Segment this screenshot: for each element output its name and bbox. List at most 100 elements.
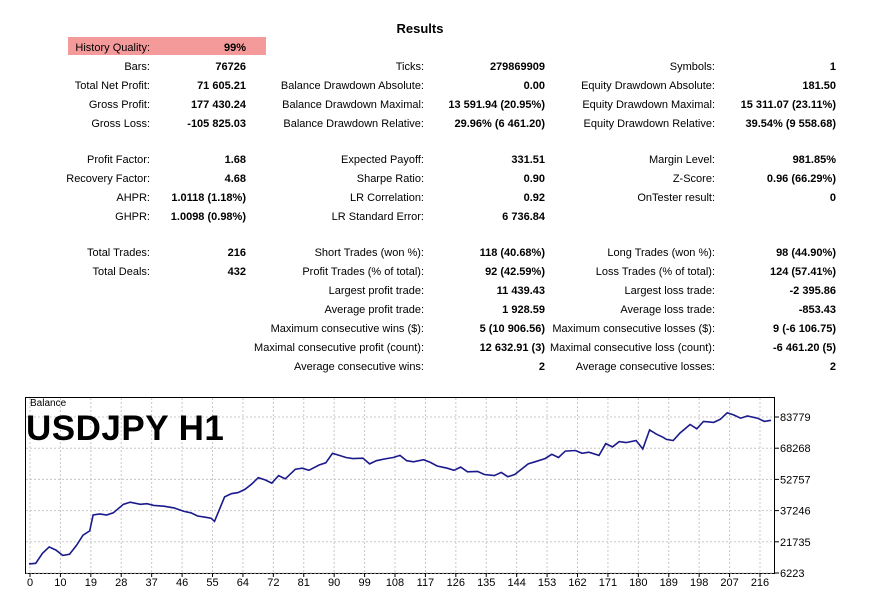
stat-label: Profit Factor: — [87, 154, 150, 166]
stat-label: Maximal consecutive loss (count): — [549, 342, 715, 354]
y-axis-ticks: 83779 68268 52757 37246 21735 6223 — [775, 412, 811, 580]
stat-label: Maximum consecutive losses ($): — [552, 323, 715, 335]
stat-value: 0.90 — [523, 173, 545, 185]
x-tick-label: 72 — [267, 577, 279, 589]
x-tick-label: 55 — [206, 577, 218, 589]
stat-value: 0.00 — [523, 80, 545, 92]
chart-name: Balance — [30, 398, 67, 409]
stat-label: Profit Trades (% of total): — [302, 266, 424, 278]
stat-label: Equity Drawdown Relative: — [583, 118, 715, 130]
stat-label: Symbols: — [669, 61, 715, 73]
stat-label: AHPR: — [116, 192, 150, 204]
stat-value: 12 632.91 (3) — [479, 342, 545, 354]
stat-label: Short Trades (won %): — [314, 247, 424, 259]
stat-label: Z-Score: — [672, 173, 715, 185]
x-tick-label: 207 — [720, 577, 738, 589]
stat-value: 981.85% — [792, 154, 836, 166]
y-tick-label: 83779 — [780, 412, 811, 424]
stat-value: 71 605.21 — [197, 80, 246, 92]
y-tick-label: 37246 — [780, 506, 811, 518]
x-tick-label: 10 — [54, 577, 66, 589]
stat-value: 432 — [227, 266, 246, 278]
x-tick-label: 64 — [237, 577, 249, 589]
y-tick-label: 52757 — [780, 474, 811, 486]
stat-value: 216 — [227, 247, 246, 259]
x-tick-label: 153 — [538, 577, 556, 589]
balance-series-line — [28, 411, 772, 565]
stat-label: Average consecutive wins: — [293, 361, 424, 373]
x-axis-ticks: 0 10 19 28 37 46 55 64 72 81 90 99 108 117 126 135 144 15… — [27, 573, 769, 589]
x-tick-label: 216 — [751, 577, 769, 589]
history-quality-value: 99% — [223, 42, 246, 54]
stat-value: 13 591.94 (20.95%) — [448, 99, 545, 111]
stat-value: 4.68 — [224, 173, 246, 185]
stat-label: LR Standard Error: — [331, 211, 424, 223]
stat-value: 5 (10 906.56) — [479, 323, 545, 335]
stat-label: Expected Payoff: — [341, 154, 424, 166]
stat-value: 92 (42.59%) — [485, 266, 545, 278]
x-tick-label: 37 — [146, 577, 158, 589]
stat-value: 0.96 (66.29%) — [766, 173, 836, 185]
history-quality-highlight — [68, 37, 266, 55]
stat-value: 15 311.07 (23.11%) — [740, 99, 836, 111]
stat-label: LR Correlation: — [350, 192, 424, 204]
x-tick-label: 46 — [176, 577, 188, 589]
history-quality-label: History Quality: — [75, 42, 150, 54]
stat-label: Average consecutive losses: — [575, 361, 715, 373]
stat-value: 6 736.84 — [502, 211, 545, 223]
stat-label: Equity Drawdown Maximal: — [582, 99, 715, 111]
stat-value: 279869909 — [489, 61, 545, 73]
stat-label: Recovery Factor: — [66, 173, 150, 185]
stat-label: Total Trades: — [87, 247, 150, 259]
stat-label: Total Net Profit: — [74, 80, 150, 92]
symbol-label: USDJPY H1 — [26, 409, 225, 448]
stat-value: 9 (-6 106.75) — [773, 323, 836, 335]
stat-label: OnTester result: — [637, 192, 715, 204]
stat-label: Sharpe Ratio: — [356, 173, 424, 185]
stat-value: 2 — [538, 361, 545, 373]
y-tick-label: 68268 — [780, 443, 811, 455]
x-tick-label: 162 — [568, 577, 586, 589]
stat-value: 29.96% (6 461.20) — [454, 118, 545, 130]
stat-value: 39.54% (9 558.68) — [745, 118, 836, 130]
stat-value: 1.68 — [224, 154, 246, 166]
stat-value: 0 — [829, 192, 836, 204]
y-tick-label: 21735 — [780, 537, 811, 549]
stat-label: Long Trades (won %): — [607, 247, 715, 259]
stat-value: 1 — [829, 61, 836, 73]
stat-value: 177 430.24 — [190, 99, 246, 111]
stat-value: 98 (44.90%) — [776, 247, 836, 259]
stat-value: 2 — [829, 361, 836, 373]
stat-label: Bars: — [124, 61, 150, 73]
stat-value: 124 (57.41%) — [769, 266, 836, 278]
x-tick-label: 180 — [629, 577, 647, 589]
stat-value: -6 461.20 (5) — [773, 342, 836, 354]
stat-label: Balance Drawdown Relative: — [283, 118, 424, 130]
stat-value: 118 (40.68%) — [479, 247, 545, 259]
stat-label: Margin Level: — [648, 154, 715, 166]
x-tick-label: 117 — [417, 577, 435, 589]
stat-value: 1 928.59 — [502, 304, 545, 316]
stat-label: Equity Drawdown Absolute: — [581, 80, 715, 92]
page-title: Results — [396, 21, 444, 36]
stat-label: Ticks: — [395, 61, 424, 73]
stat-value: -2 395.86 — [789, 285, 836, 297]
stat-value: -853.43 — [798, 304, 836, 316]
x-tick-label: 19 — [85, 577, 97, 589]
stat-value: 1.0098 (0.98%) — [170, 211, 246, 223]
stat-label: Gross Profit: — [88, 99, 150, 111]
chart-grid-horizontal — [26, 416, 774, 574]
stat-label: Balance Drawdown Maximal: — [282, 99, 424, 111]
x-tick-label: 189 — [660, 577, 678, 589]
stat-label: Maximum consecutive wins ($): — [270, 323, 424, 335]
y-tick-label: 6223 — [780, 568, 804, 580]
x-tick-label: 108 — [386, 577, 404, 589]
x-tick-label: 28 — [115, 577, 127, 589]
stat-label: Gross Loss: — [91, 118, 150, 130]
stat-value: 1.0118 (1.18%) — [171, 192, 246, 204]
stat-label: Largest loss trade: — [624, 285, 716, 297]
x-tick-label: 198 — [690, 577, 708, 589]
x-tick-label: 171 — [599, 577, 617, 589]
x-tick-label: 81 — [298, 577, 310, 589]
